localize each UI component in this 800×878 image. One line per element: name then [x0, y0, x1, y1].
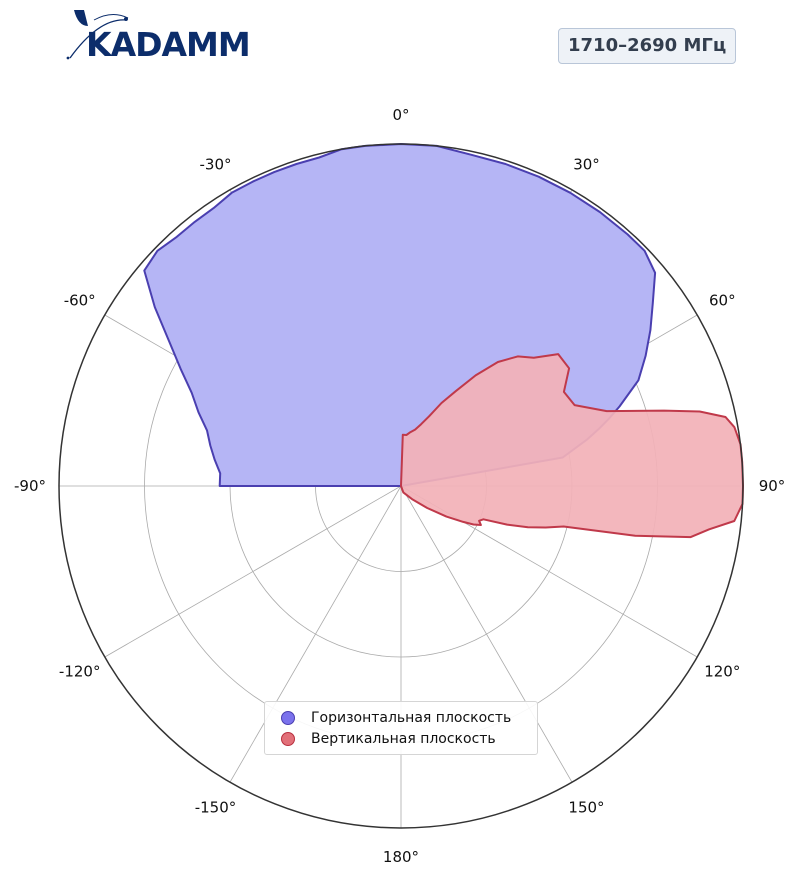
legend-item-vertical: Вертикальная плоскость: [281, 729, 496, 749]
legend-label-vertical: Вертикальная плоскость: [311, 731, 496, 747]
legend-item-horizontal: Горизонтальная плоскость: [281, 708, 511, 728]
legend-label-horizontal: Горизонтальная плоскость: [311, 710, 512, 726]
angle-tick-label: 120°: [704, 663, 740, 681]
frequency-band-badge: 1710–2690 МГц: [558, 28, 737, 64]
polar-frame: [58, 143, 744, 829]
angular-gridline-7: [229, 485, 402, 783]
angular-tick-labels: 0° 30° 60° 90° 120° 150° 180° -150° -120° -90° -60…: [14, 106, 785, 866]
angle-tick-label: -90°: [14, 477, 46, 495]
angle-tick-label: 150°: [568, 798, 604, 816]
angle-tick-label: 90°: [759, 477, 786, 495]
series-layer: [143, 143, 744, 539]
angle-tick-label: 0°: [392, 106, 409, 124]
legend-marker-vertical: [281, 732, 295, 746]
angle-tick-label: -150°: [195, 798, 237, 816]
legend: Горизонтальная плоскость Вертикальная пл…: [264, 701, 538, 755]
angular-gridline-8: [104, 485, 402, 658]
logo-text: KADAMM: [86, 25, 250, 60]
angular-gridline-5: [400, 485, 573, 783]
angle-tick-label: 180°: [383, 848, 419, 866]
series-vertical-area: [400, 353, 744, 539]
legend-marker-horizontal: [281, 711, 295, 725]
logo-arc: [93, 14, 129, 21]
angle-tick-label: 30°: [573, 156, 600, 174]
logo-mark: [74, 10, 88, 26]
polar-outer-circle: [58, 143, 744, 829]
angle-tick-label: -120°: [59, 663, 101, 681]
kadamm-logo: KADAMM: [66, 10, 251, 60]
logo-dot: [124, 17, 128, 21]
logo-dot-small: [66, 56, 70, 60]
logo-swoosh: [69, 19, 127, 59]
angle-tick-label: 60°: [709, 292, 736, 310]
angle-tick-label: -60°: [64, 292, 96, 310]
angle-tick-label: -30°: [200, 156, 232, 174]
